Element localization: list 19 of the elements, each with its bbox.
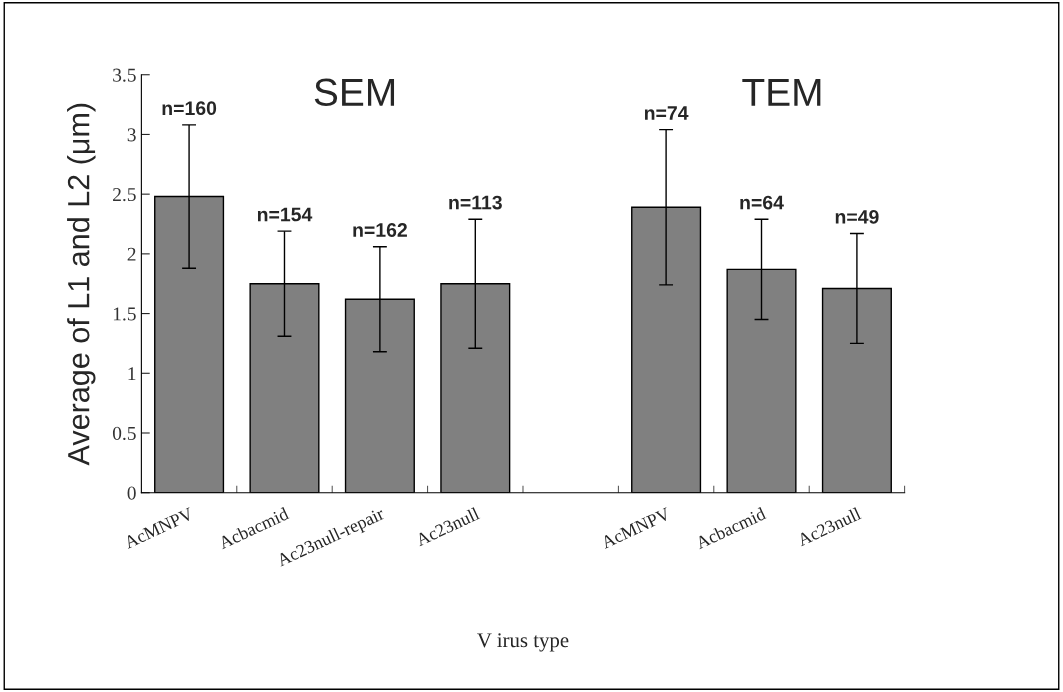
annotation: n=74 [644,106,689,120]
annotation: n=49 [835,209,879,224]
y-tick-label: 1.5 [113,307,136,321]
y-tick-label: 2.5 [113,188,136,202]
y-tick-label: 2 [127,247,136,261]
y-tick-label: 3.5 [113,68,136,82]
y-axis-title: Average of L1 and L2 (μm) [67,103,96,466]
annotation: n=64 [740,195,784,210]
y-tick-label: 1 [128,367,136,381]
x-axis-title: V irus type [477,633,569,652]
annotation: n=154 [257,207,313,222]
y-tick-label: 0 [127,486,136,500]
annotation: n=113 [449,195,502,210]
annotation: SEM [314,78,395,107]
annotation: TEM [742,78,821,106]
y-tick-label: 3 [127,128,136,142]
annotation: n=160 [162,101,217,116]
annotation: n=162 [353,223,407,237]
y-tick-label: 0.5 [112,426,136,441]
